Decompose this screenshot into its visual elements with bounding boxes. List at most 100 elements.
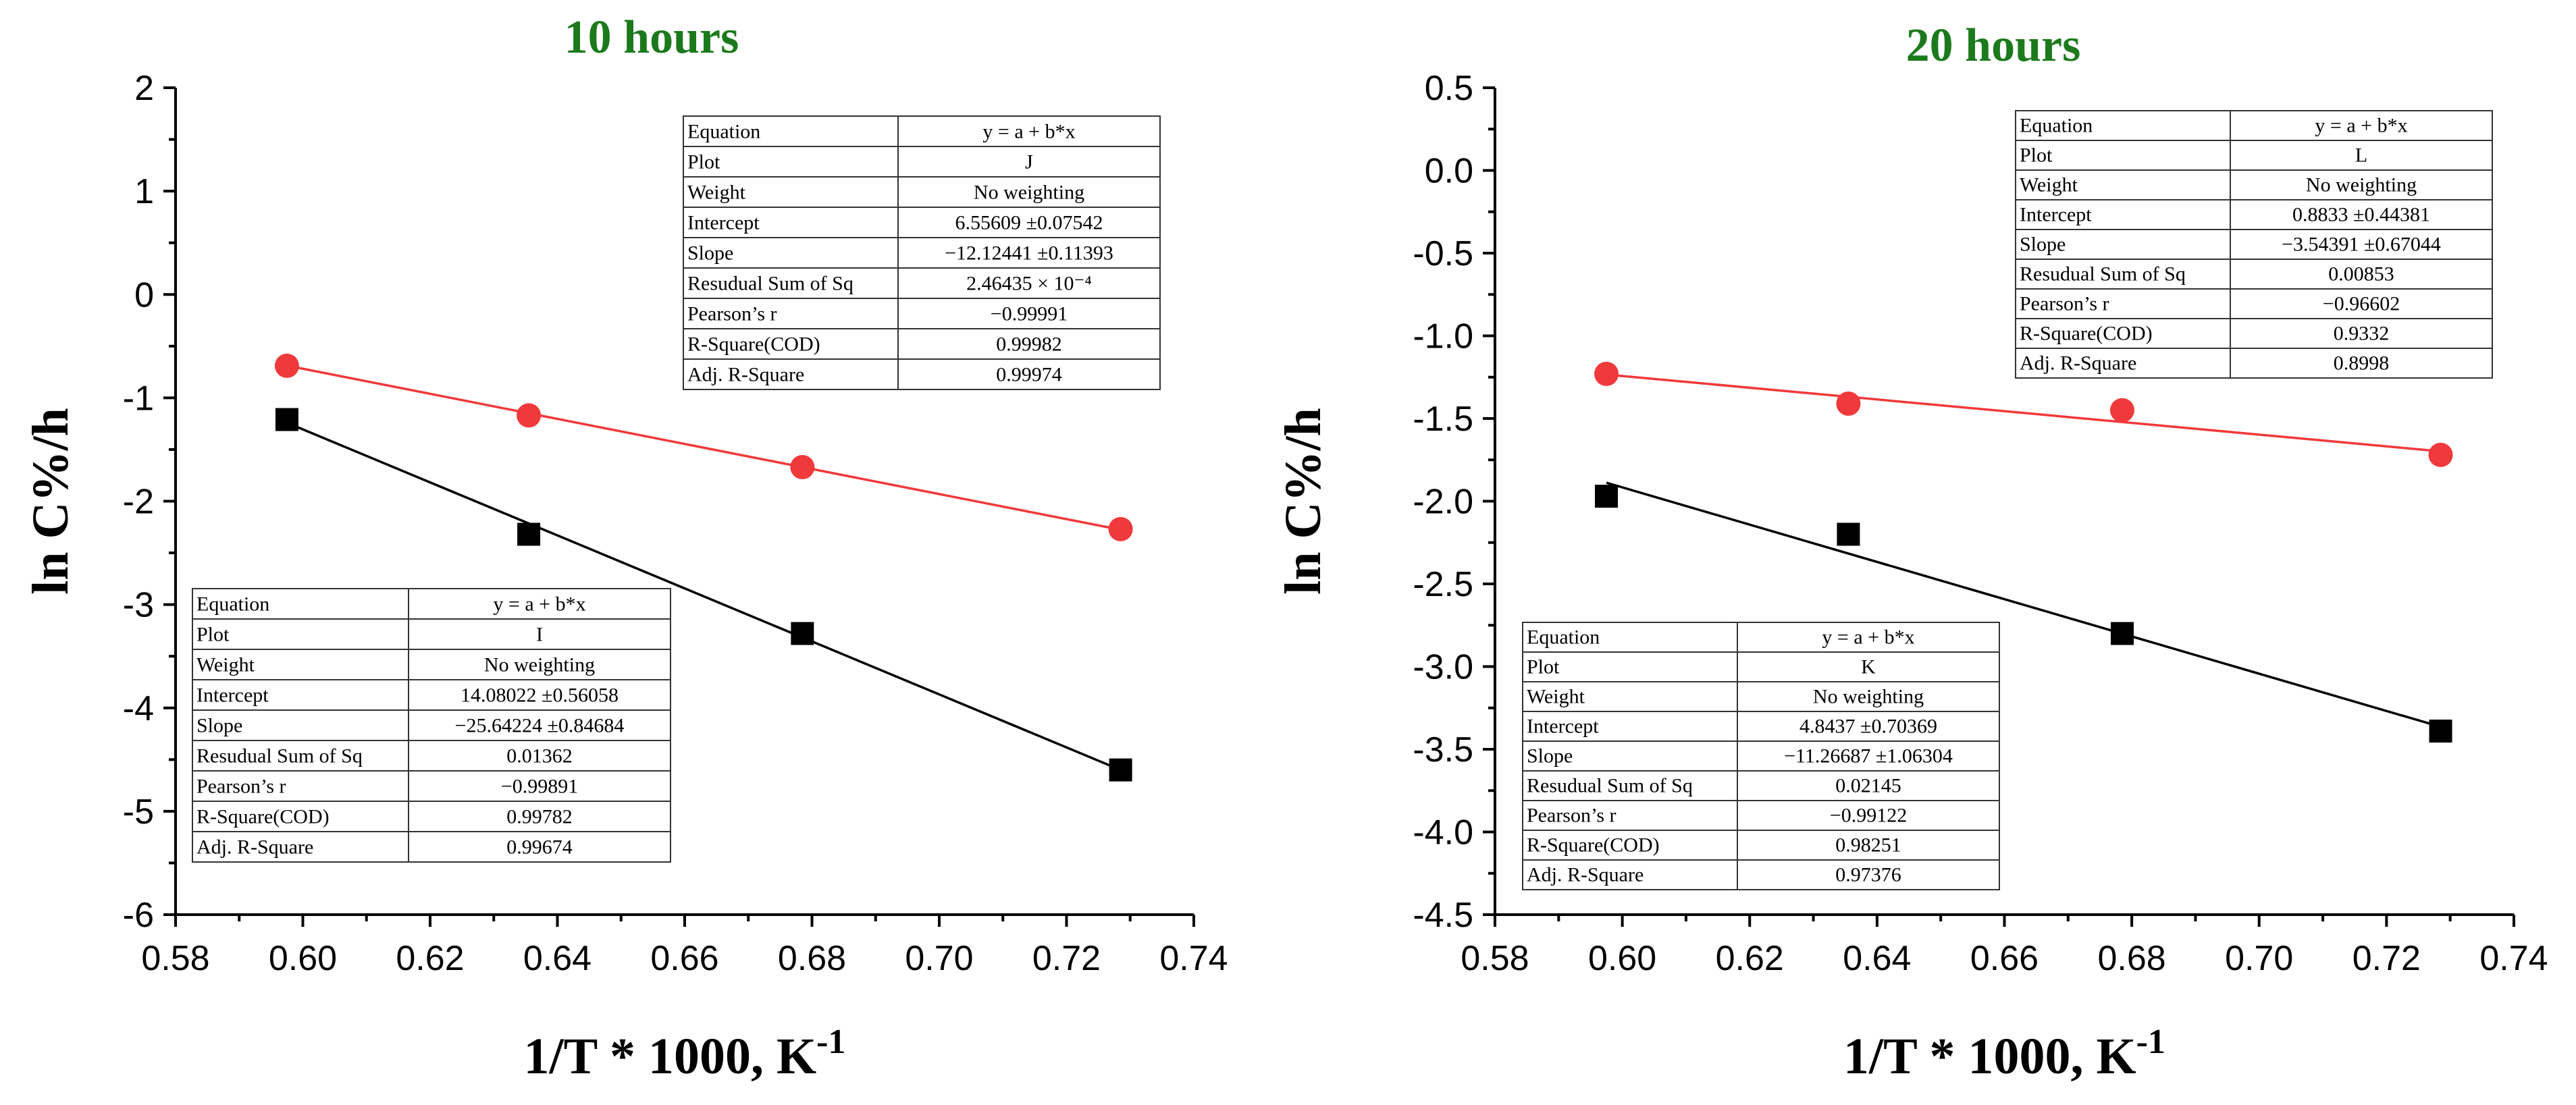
fit-table-key: Equation	[687, 120, 760, 142]
y-tick-label: 0	[134, 275, 154, 315]
x-axis-label-text: 1/T * 1000, K	[1843, 1028, 2136, 1085]
fit-table-key: Resudual Sum of Sq	[196, 745, 363, 767]
fit-table-value: No weighting	[1813, 686, 1924, 708]
x-tick-label: 0.68	[2098, 939, 2166, 978]
data-point-L	[1594, 361, 1619, 386]
x-tick-label: 0.58	[1461, 939, 1529, 978]
fit-table-key: Equation	[1527, 626, 1600, 649]
fit-table-value: −0.99891	[501, 775, 578, 797]
fit-table-key: Resudual Sum of Sq	[687, 272, 853, 294]
y-tick-label: -4.0	[1413, 813, 1473, 853]
x-tick-label: 0.74	[2479, 939, 2548, 978]
fit-table-border	[2015, 110, 2493, 379]
data-point-K	[2429, 720, 2452, 743]
x-tick-label: 0.62	[396, 939, 464, 978]
fit-table-key: Adj. R-Square	[2020, 352, 2136, 375]
data-point-K	[1837, 522, 1860, 546]
fit-table-key: Weight	[1527, 686, 1585, 708]
fit-table-border	[1522, 622, 2000, 890]
y-tick-label: -2	[123, 483, 154, 522]
fit-table-key: Slope	[196, 714, 242, 736]
fit-table-value: −11.26687 ±1.06304	[1784, 745, 1953, 767]
fit-line-K	[1606, 481, 2442, 728]
fit-table-value: 0.99674	[506, 836, 573, 858]
x-axis-label-text: 1/T * 1000, K	[524, 1028, 817, 1085]
data-point-L	[2428, 442, 2453, 467]
fit-table-key: Equation	[2020, 115, 2093, 137]
chart-2: 20 hours 0.58 0.60 0.62 0.64 0.66 0.68 0.70 0.72…	[1275, 20, 2548, 1085]
fit-table-key: Resudual Sum of Sq	[2020, 263, 2186, 286]
fit-table-key: Slope	[1527, 745, 1573, 767]
fit-table-value: I	[536, 623, 543, 645]
fit-table-key: Pearson’s r	[2020, 293, 2109, 315]
fit-table-value: −25.64224 ±0.84684	[455, 714, 625, 736]
fit-table-key: R-Square(COD)	[1527, 834, 1660, 857]
fit-table-key: Pearson’s r	[1527, 805, 1616, 827]
fit-table-key: Resudual Sum of Sq	[1527, 775, 1693, 797]
fit-table-value: 6.55609 ±0.07542	[955, 211, 1103, 234]
y-tick-label: -2.5	[1413, 565, 1473, 604]
fit-table-value: 0.97376	[1835, 864, 1901, 886]
fit-table-value: 0.8998	[2334, 352, 2390, 375]
fit-table-key: Plot	[1527, 656, 1560, 678]
x-tick-label: 0.64	[1843, 939, 1911, 978]
fit-table-key: R-Square(COD)	[196, 805, 330, 828]
y-tick-label: -2.0	[1413, 483, 1473, 522]
fit-table-value: y = a + b*x	[2315, 115, 2407, 137]
fit-line-I	[286, 421, 1122, 772]
fit-line-J	[286, 364, 1121, 531]
x-tick-label: 0.62	[1716, 939, 1784, 978]
data-point-I	[275, 408, 298, 431]
fit-line-L	[1606, 373, 2441, 453]
x-tick-label: 0.58	[141, 939, 209, 978]
y-tick-label: -1.0	[1413, 317, 1473, 356]
fit-table-key: Weight	[687, 181, 746, 203]
x-axis-label-superscript: -1	[816, 1023, 845, 1061]
x-axis-label-superscript: -1	[2136, 1023, 2165, 1061]
x-tick-label: 0.60	[1588, 939, 1656, 978]
data-point-L	[1836, 391, 1861, 416]
x-tick-label: 0.70	[2225, 939, 2293, 978]
fit-table-value: 4.8437 ±0.70369	[1799, 716, 1937, 738]
fit-table-bottom-left: Equation y = a + b*x Plot K Weight No weighti…	[1522, 622, 2000, 890]
chart-title: 10 hours	[564, 11, 739, 63]
fit-table-bottom-left: Equation y = a + b*x Plot I Weight No weighti…	[192, 588, 671, 863]
fit-table-key: Intercept	[687, 211, 760, 234]
fit-table-value: No weighting	[974, 181, 1084, 203]
fit-table-value: 0.8833 ±0.44381	[2292, 204, 2430, 226]
fit-table-value: −3.54391 ±0.67044	[2282, 234, 2441, 256]
x-tick-label: 0.74	[1159, 939, 1228, 978]
y-tick-label: -3.0	[1413, 648, 1473, 687]
fit-table-value: J	[1025, 151, 1033, 173]
y-tick-label: 0.5	[1425, 69, 1473, 108]
fit-table-value: 2.46435 × 10⁻⁴	[966, 272, 1092, 294]
y-tick-label: 2	[134, 69, 154, 108]
data-point-I	[791, 622, 814, 645]
y-tick-label: 0.0	[1425, 152, 1473, 191]
fit-table-key: Intercept	[1527, 716, 1599, 738]
fit-table-key: R-Square(COD)	[2020, 323, 2153, 345]
fit-table-value: y = a + b*x	[982, 120, 1075, 142]
fit-table-key: Plot	[196, 623, 230, 645]
fit-table-key: Weight	[2020, 174, 2078, 196]
y-tick-label: -4	[123, 689, 154, 728]
data-point-K	[2110, 622, 2134, 645]
chart-title: 20 hours	[1906, 20, 2081, 72]
y-tick-label: -3.5	[1413, 730, 1473, 770]
x-axis-label: 1/T * 1000, K-1	[1843, 1023, 2165, 1085]
data-point-J	[517, 403, 542, 428]
data-point-L	[2109, 398, 2134, 423]
fit-table-value: 0.99974	[996, 363, 1062, 385]
data-point-K	[1595, 485, 1619, 508]
fit-table-key: Slope	[687, 242, 733, 264]
data-point-J	[790, 454, 815, 479]
x-tick-label: 0.68	[778, 939, 846, 978]
fit-table-value: L	[2355, 144, 2367, 167]
fit-table-key: Pearson’s r	[687, 302, 777, 325]
data-point-J	[274, 353, 299, 378]
fit-table-value: 0.98251	[1835, 834, 1901, 857]
y-axis-label: ln C%/h	[1275, 408, 1332, 595]
fit-table-border	[192, 588, 671, 863]
fit-table-key: Plot	[687, 151, 720, 173]
x-tick-label: 0.72	[1032, 939, 1101, 978]
